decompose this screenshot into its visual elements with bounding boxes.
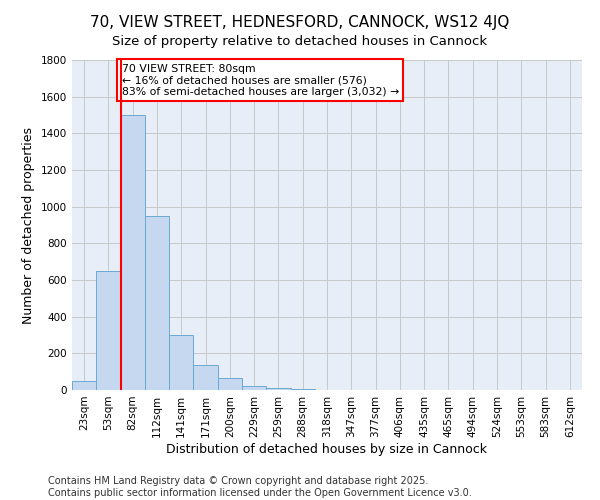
- X-axis label: Distribution of detached houses by size in Cannock: Distribution of detached houses by size …: [167, 442, 487, 456]
- Bar: [290, 389, 315, 390]
- Bar: [242, 386, 266, 390]
- Text: 70 VIEW STREET: 80sqm
← 16% of detached houses are smaller (576)
83% of semi-det: 70 VIEW STREET: 80sqm ← 16% of detached …: [122, 64, 399, 97]
- Bar: [193, 365, 218, 390]
- Text: 70, VIEW STREET, HEDNESFORD, CANNOCK, WS12 4JQ: 70, VIEW STREET, HEDNESFORD, CANNOCK, WS…: [91, 15, 509, 30]
- Bar: [96, 271, 121, 390]
- Text: Size of property relative to detached houses in Cannock: Size of property relative to detached ho…: [112, 35, 488, 48]
- Bar: [145, 216, 169, 390]
- Y-axis label: Number of detached properties: Number of detached properties: [22, 126, 35, 324]
- Bar: [169, 335, 193, 390]
- Bar: [266, 388, 290, 390]
- Bar: [72, 381, 96, 390]
- Bar: [218, 378, 242, 390]
- Text: Contains HM Land Registry data © Crown copyright and database right 2025.
Contai: Contains HM Land Registry data © Crown c…: [48, 476, 472, 498]
- Bar: [121, 115, 145, 390]
